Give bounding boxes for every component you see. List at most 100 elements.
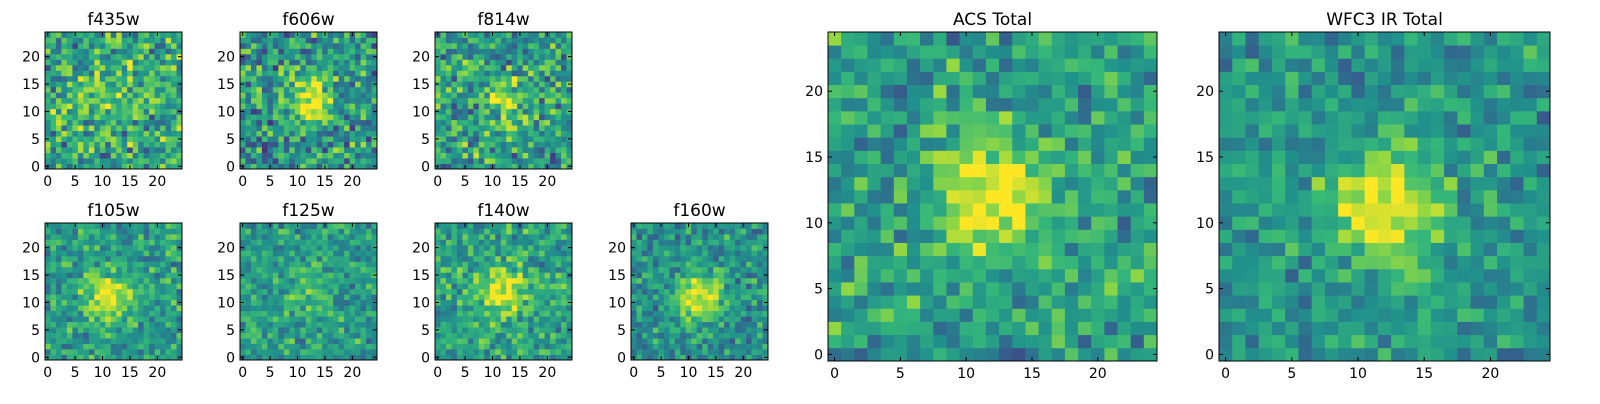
heatmap-cell bbox=[278, 109, 284, 115]
heatmap-cell bbox=[512, 54, 518, 60]
heatmap-cell bbox=[251, 327, 257, 333]
heatmap-cell bbox=[328, 294, 334, 300]
heatmap-cell bbox=[446, 131, 452, 137]
heatmap-cell bbox=[501, 327, 507, 333]
heatmap-cell bbox=[484, 256, 490, 262]
heatmap-cell bbox=[506, 120, 512, 126]
heatmap-cell bbox=[512, 136, 518, 142]
heatmap-cell bbox=[256, 43, 262, 49]
heatmap-cell bbox=[149, 70, 155, 76]
heatmap-cell bbox=[262, 54, 268, 60]
heatmap-cell bbox=[278, 338, 284, 344]
heatmap-cell bbox=[240, 125, 246, 131]
heatmap-cell bbox=[127, 311, 133, 317]
heatmap-cell bbox=[273, 283, 279, 289]
heatmap-cell bbox=[171, 311, 177, 317]
heatmap-cell bbox=[512, 81, 518, 87]
heatmap-cell bbox=[100, 98, 106, 104]
heatmap-cell bbox=[946, 335, 960, 349]
heatmap-cell bbox=[344, 87, 350, 93]
heatmap-cell bbox=[171, 48, 177, 54]
heatmap-cell bbox=[127, 114, 133, 120]
heatmap-cell bbox=[45, 294, 51, 300]
heatmap-cell bbox=[366, 234, 372, 240]
heatmap-cell bbox=[78, 322, 84, 328]
heatmap-cell bbox=[686, 322, 692, 328]
heatmap-cell bbox=[72, 311, 78, 317]
heatmap-cell bbox=[713, 338, 719, 344]
heatmap-cell bbox=[658, 344, 664, 350]
heatmap-cell bbox=[647, 322, 653, 328]
heatmap-cell bbox=[262, 142, 268, 148]
heatmap-cell bbox=[256, 316, 262, 322]
heatmap-cell bbox=[166, 333, 172, 339]
heatmap-cell bbox=[240, 76, 246, 82]
heatmap-cell bbox=[664, 283, 670, 289]
heatmap-cell bbox=[333, 114, 339, 120]
heatmap-cell bbox=[550, 338, 556, 344]
heatmap-cell bbox=[133, 103, 139, 109]
heatmap-cell bbox=[133, 349, 139, 355]
heatmap-cell bbox=[506, 54, 512, 60]
heatmap-cell bbox=[328, 234, 334, 240]
heatmap-cell bbox=[122, 125, 128, 131]
heatmap-cell bbox=[149, 147, 155, 153]
heatmap-cell bbox=[462, 70, 468, 76]
heatmap-cell bbox=[138, 65, 144, 71]
heatmap-cell bbox=[166, 245, 172, 251]
heatmap-cell bbox=[256, 120, 262, 126]
heatmap-cell bbox=[111, 142, 117, 148]
heatmap-cell bbox=[528, 338, 534, 344]
heatmap-cell bbox=[528, 349, 534, 355]
heatmap-cell bbox=[1025, 243, 1039, 257]
heatmap-cell bbox=[664, 250, 670, 256]
heatmap-cell bbox=[636, 283, 642, 289]
heatmap-cell bbox=[523, 131, 529, 137]
heatmap-cell bbox=[933, 229, 947, 243]
heatmap-cell bbox=[94, 327, 100, 333]
heatmap-cell bbox=[122, 245, 128, 251]
heatmap-cell bbox=[757, 239, 763, 245]
heatmap-cell bbox=[435, 92, 441, 98]
heatmap-cell bbox=[251, 223, 257, 229]
heatmap-cell bbox=[457, 278, 463, 284]
heatmap-cell bbox=[484, 43, 490, 49]
heatmap-cell bbox=[501, 344, 507, 350]
heatmap-cell bbox=[116, 98, 122, 104]
heatmap-cell bbox=[741, 234, 747, 240]
heatmap-cell bbox=[350, 239, 356, 245]
heatmap-cell bbox=[528, 223, 534, 229]
heatmap-cell bbox=[122, 158, 128, 164]
heatmap-cell bbox=[708, 294, 714, 300]
heatmap-cell bbox=[83, 114, 89, 120]
heatmap-cell bbox=[166, 300, 172, 306]
heatmap-cell bbox=[144, 294, 150, 300]
heatmap-cell bbox=[171, 147, 177, 153]
heatmap-cell bbox=[658, 278, 664, 284]
heatmap-cell bbox=[267, 272, 273, 278]
heatmap-cell bbox=[328, 344, 334, 350]
heatmap-cell bbox=[366, 92, 372, 98]
heatmap-cell bbox=[278, 349, 284, 355]
heatmap-cell bbox=[94, 223, 100, 229]
heatmap-cell bbox=[350, 92, 356, 98]
heatmap-cell bbox=[686, 250, 692, 256]
heatmap-cell bbox=[50, 70, 56, 76]
heatmap-cell bbox=[284, 311, 290, 317]
heatmap-cell bbox=[122, 153, 128, 159]
heatmap-cell bbox=[484, 54, 490, 60]
heatmap-cell bbox=[490, 87, 496, 93]
heatmap-cell bbox=[245, 267, 251, 273]
heatmap-cell bbox=[61, 158, 67, 164]
heatmap-cell bbox=[317, 261, 323, 267]
heatmap-cell bbox=[550, 305, 556, 311]
heatmap-cell bbox=[344, 228, 350, 234]
heatmap-cell bbox=[1025, 177, 1039, 191]
heatmap-cell bbox=[1078, 269, 1092, 283]
heatmap-cell bbox=[344, 305, 350, 311]
heatmap-cell bbox=[149, 131, 155, 137]
heatmap-cell bbox=[735, 311, 741, 317]
heatmap-cell bbox=[669, 349, 675, 355]
heatmap-cell bbox=[1078, 216, 1092, 230]
heatmap-cell bbox=[45, 239, 51, 245]
